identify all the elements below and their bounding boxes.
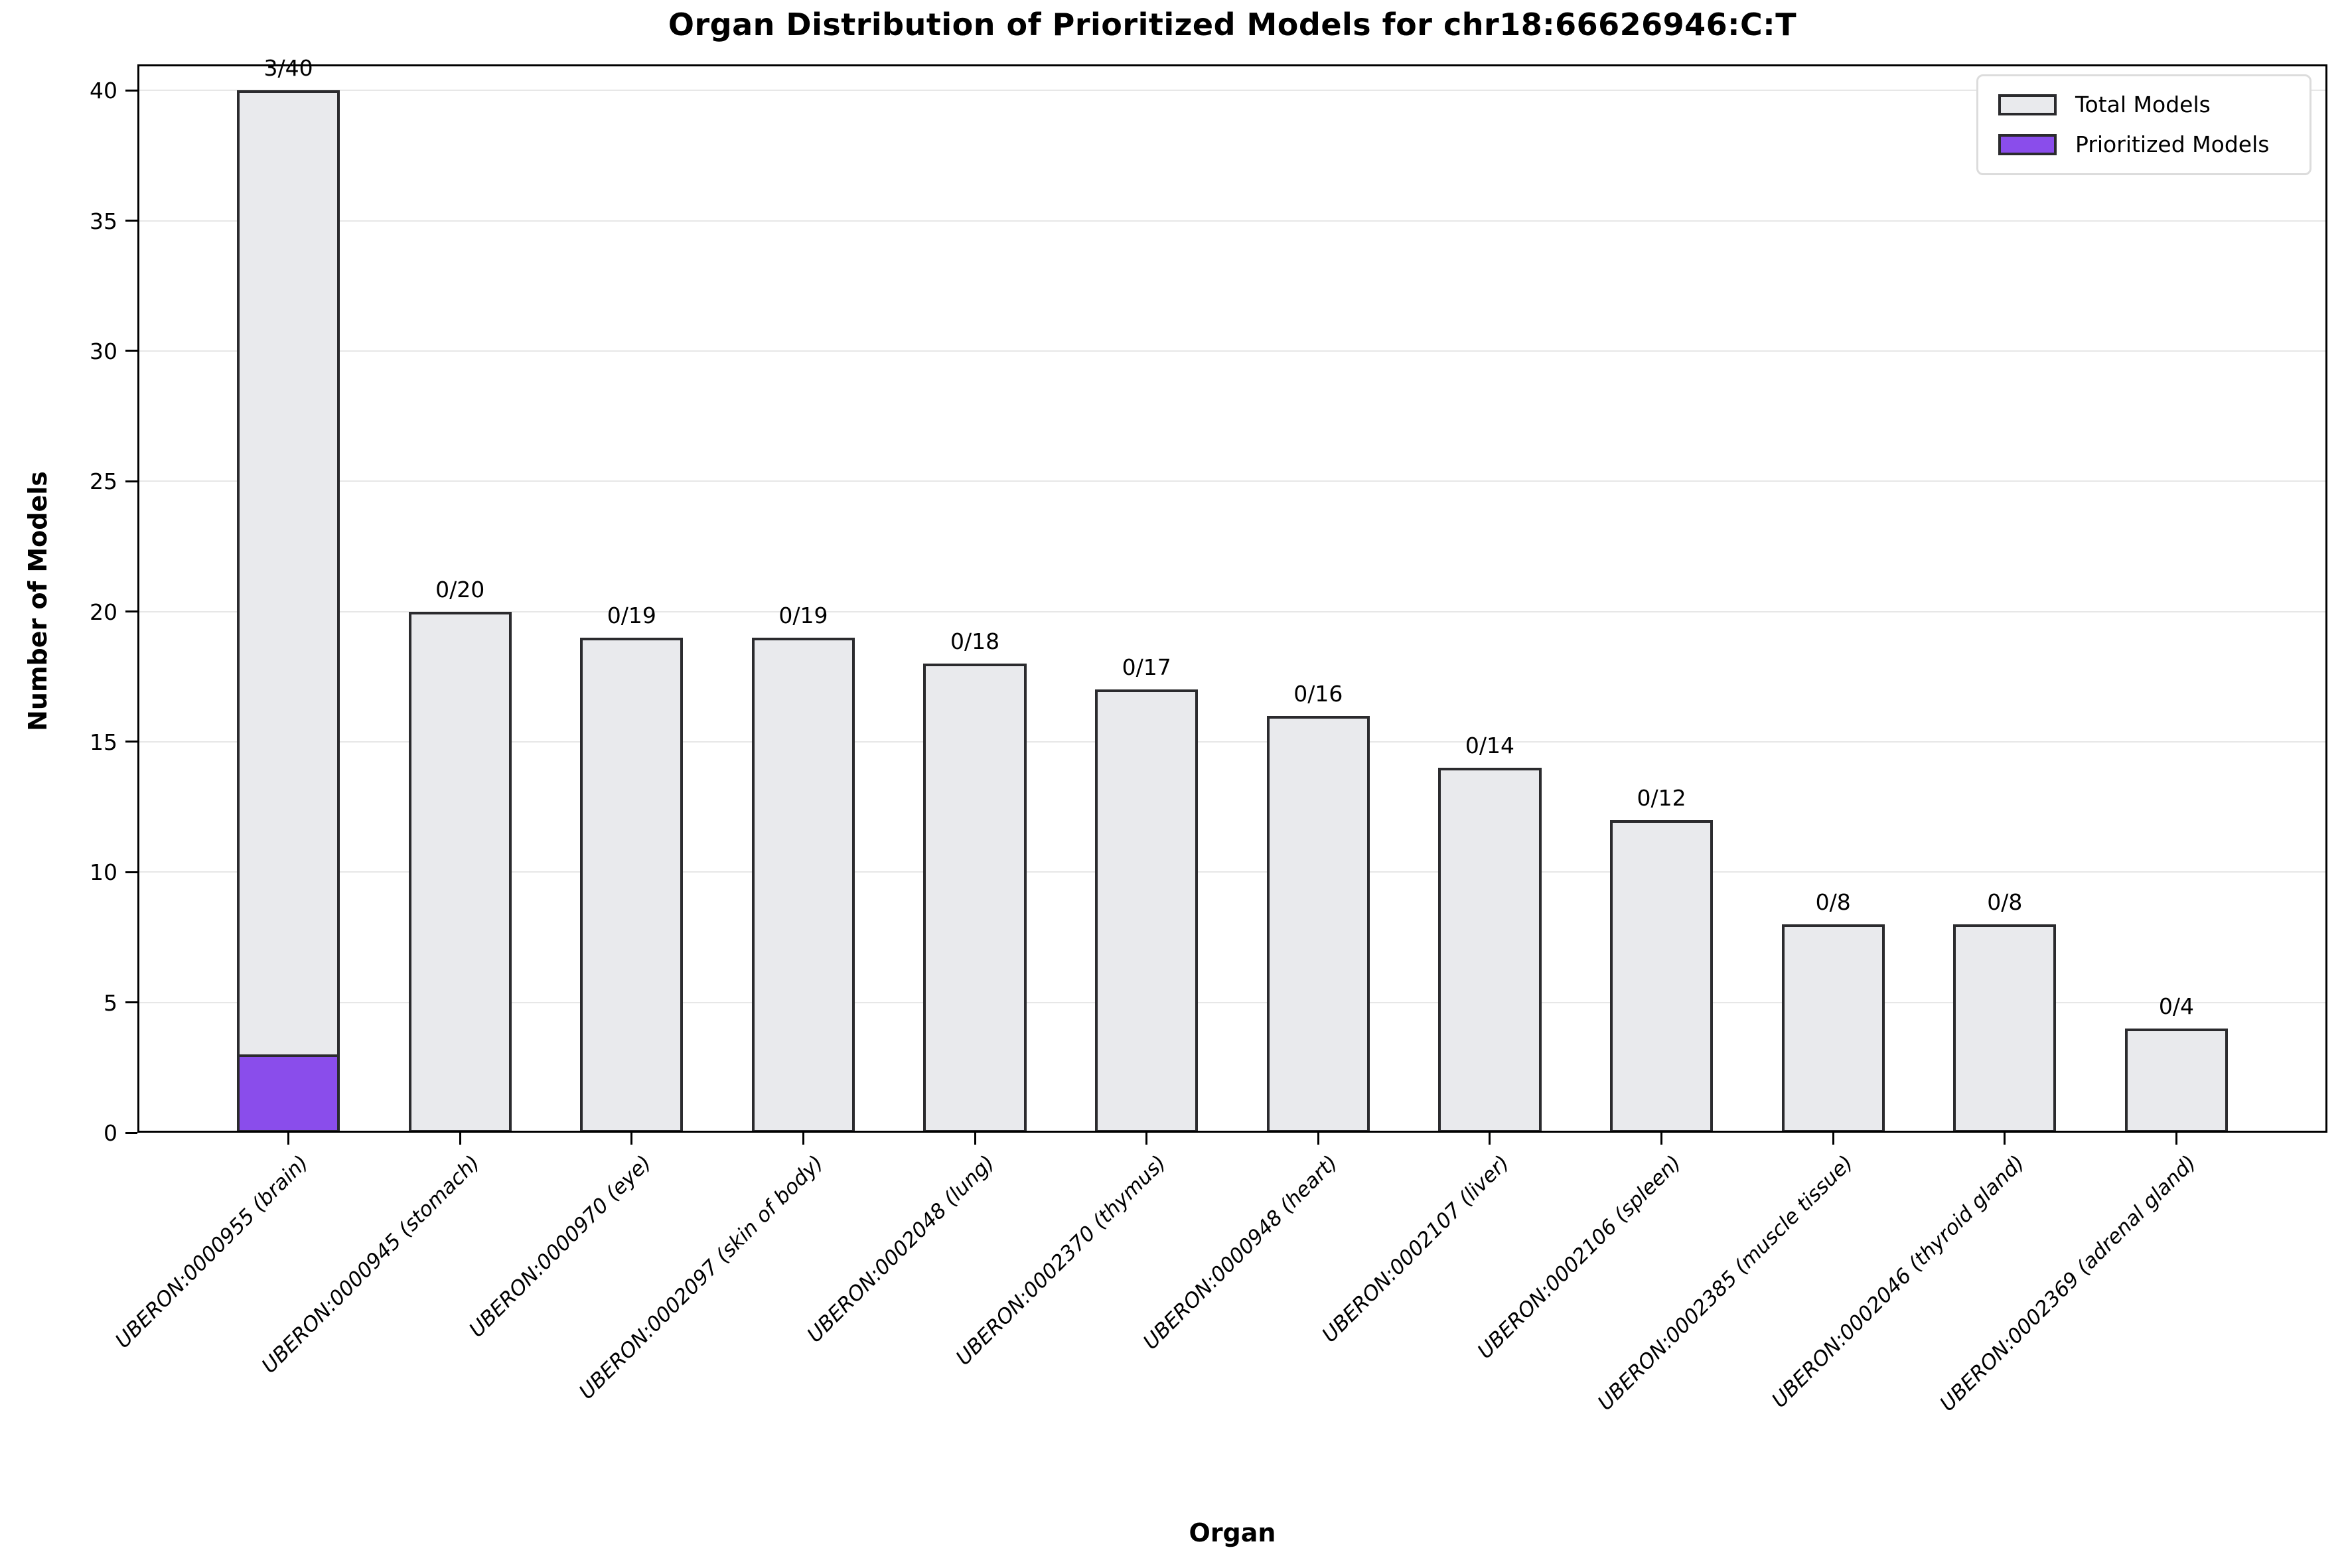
y-tick-label: 25	[90, 468, 117, 495]
gridline	[137, 871, 2327, 873]
bar-total	[1438, 768, 1542, 1133]
y-axis-title: Number of Models	[23, 471, 52, 731]
bar-annotation: 0/16	[1293, 680, 1343, 707]
x-tick	[1317, 1133, 1319, 1145]
y-tick-label: 30	[90, 338, 117, 364]
gridline	[137, 1001, 2327, 1003]
gridline	[137, 350, 2327, 352]
x-axis-title: Organ	[1189, 1518, 1276, 1547]
y-tick	[125, 1001, 137, 1004]
y-tick	[125, 350, 137, 352]
bar-annotation: 0/18	[950, 628, 1000, 655]
y-tick	[125, 741, 137, 743]
bar-total	[2124, 1028, 2228, 1133]
bar-total	[1609, 820, 1714, 1133]
x-tick	[2004, 1133, 2006, 1145]
bar-total	[237, 90, 340, 1133]
y-tick	[125, 89, 137, 92]
bar-total	[580, 637, 684, 1133]
bar-total	[923, 664, 1027, 1133]
y-tick	[125, 220, 137, 222]
x-tick	[1660, 1133, 1663, 1145]
bar-total	[1266, 715, 1370, 1133]
legend-entry-prioritized: Prioritized Models	[1998, 133, 2309, 157]
x-tick	[1489, 1133, 1491, 1145]
y-tick	[125, 1131, 137, 1134]
bar-total	[1953, 924, 2057, 1133]
x-tick	[974, 1133, 976, 1145]
y-tick	[125, 480, 137, 482]
x-tick-label: UBERON:0000955 (brain)	[110, 1151, 313, 1353]
y-tick-label: 40	[90, 78, 117, 104]
bar-annotation: 3/40	[263, 55, 313, 82]
x-tick-label: UBERON:0002106 (spleen)	[1473, 1151, 1686, 1364]
x-tick	[1145, 1133, 1148, 1145]
bar-total	[1095, 689, 1199, 1133]
bar-annotation: 0/14	[1465, 733, 1514, 759]
bar-annotation: 0/8	[1815, 889, 1851, 915]
chart-title: Organ Distribution of Prioritized Models…	[668, 7, 1797, 42]
bar-prioritized	[237, 1054, 340, 1133]
bar-annotation: 0/19	[778, 602, 828, 628]
y-tick-label: 15	[90, 729, 117, 755]
legend-label-prioritized: Prioritized Models	[2075, 131, 2270, 158]
bar-annotation: 0/12	[1637, 784, 1686, 811]
x-tick-label: UBERON:0002107 (liver)	[1317, 1151, 1514, 1348]
legend-entry-total: Total Models	[1998, 91, 2309, 117]
total-models-swatch-icon	[1998, 94, 2057, 115]
y-tick-label: 20	[90, 599, 117, 625]
gridline	[137, 610, 2327, 612]
legend: Total Models Prioritized Models	[1976, 74, 2311, 175]
x-tick	[287, 1133, 290, 1145]
bar-total	[751, 637, 855, 1133]
gridline	[137, 220, 2327, 222]
y-tick-label: 5	[104, 989, 117, 1016]
gridline	[137, 90, 2327, 92]
plot-border	[137, 64, 2327, 1133]
gridline	[137, 741, 2327, 743]
x-tick-label: UBERON:0002048 (lung)	[802, 1151, 999, 1348]
x-tick	[802, 1133, 804, 1145]
x-tick-label: UBERON:0000948 (heart)	[1139, 1151, 1343, 1355]
x-tick	[459, 1133, 461, 1145]
x-tick	[630, 1133, 633, 1145]
bar-annotation: 0/4	[2158, 993, 2194, 1019]
x-tick	[1832, 1133, 1834, 1145]
bar-annotation: 0/17	[1122, 654, 1171, 681]
x-tick-label: UBERON:0000970 (eye)	[465, 1151, 656, 1342]
bar-annotation: 0/20	[435, 576, 485, 603]
x-tick	[2175, 1133, 2177, 1145]
gridline	[137, 480, 2327, 482]
x-tick-label: UBERON:0002370 (thymus)	[951, 1151, 1171, 1370]
legend-label-total: Total Models	[2075, 91, 2211, 117]
y-tick-label: 35	[90, 208, 117, 234]
bar-annotation: 0/19	[607, 602, 656, 628]
y-tick-label: 10	[90, 859, 117, 886]
y-tick	[125, 610, 137, 613]
bar-total	[1781, 924, 1885, 1133]
bar-annotation: 0/8	[1987, 889, 2023, 915]
y-tick-label: 0	[104, 1120, 117, 1146]
prioritized-models-swatch-icon	[1998, 134, 2057, 156]
y-tick	[125, 871, 137, 873]
